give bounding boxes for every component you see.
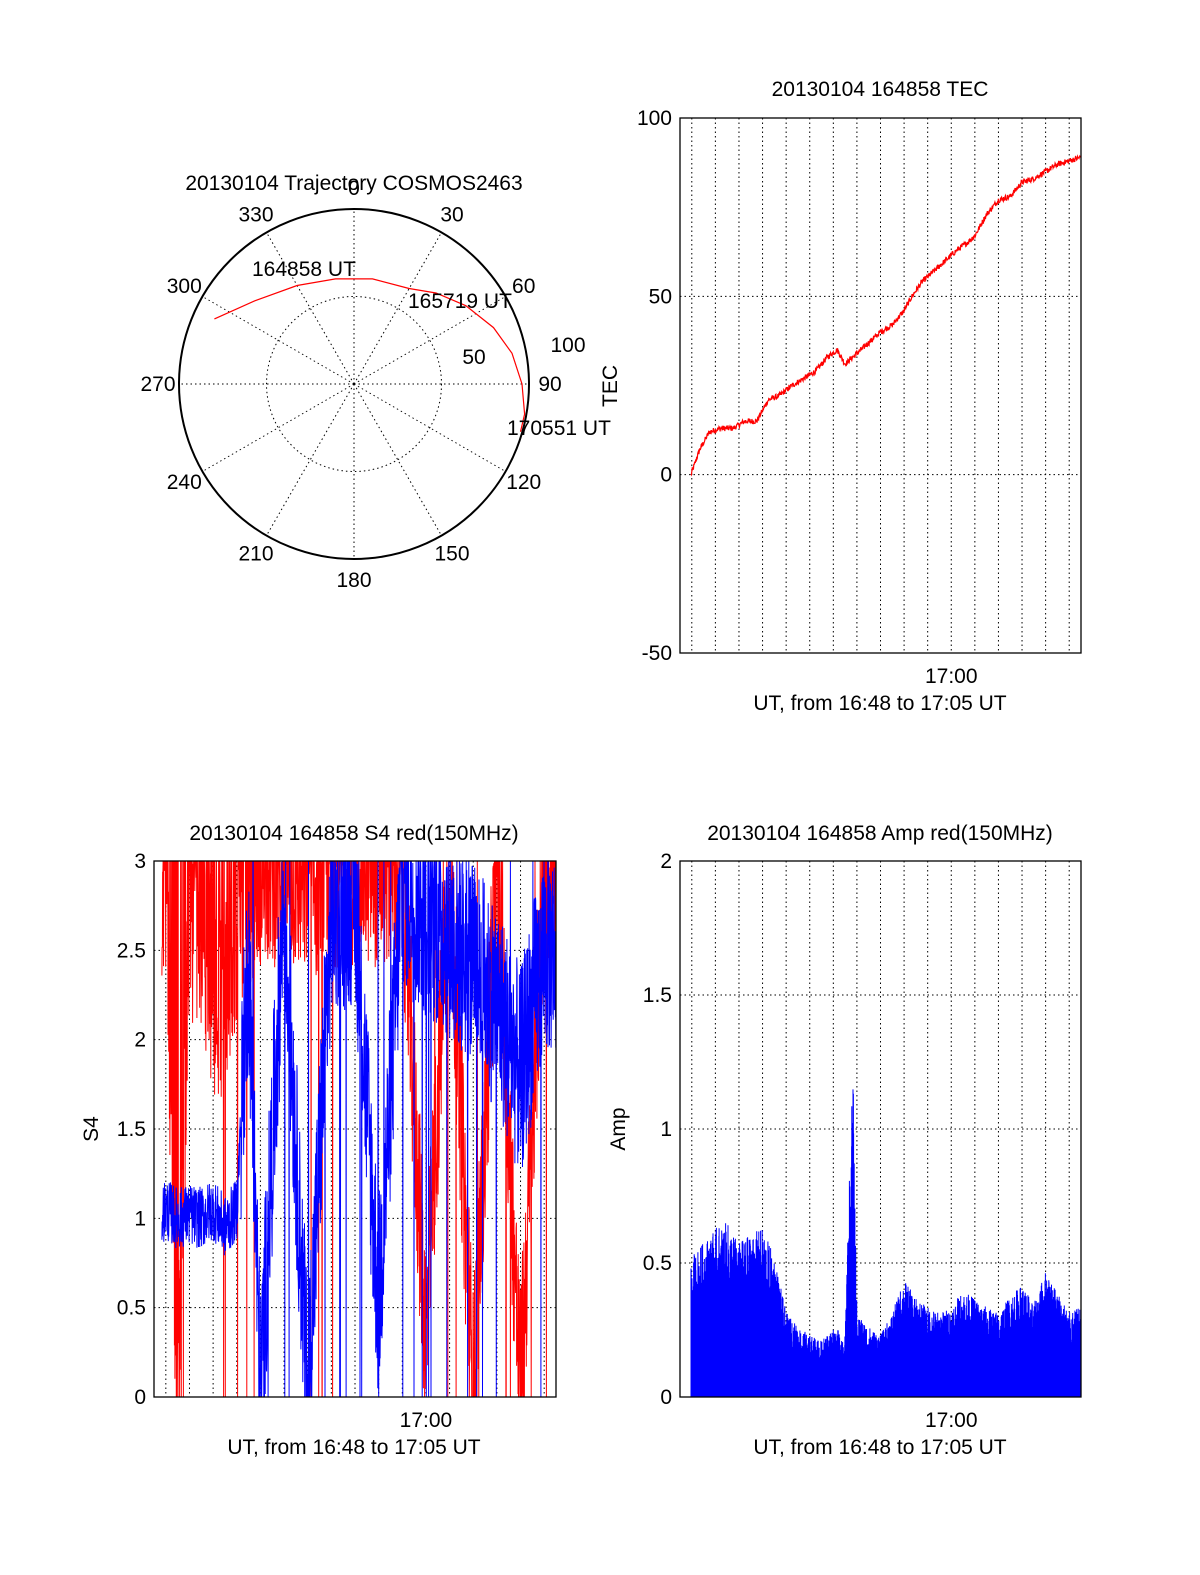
plot-data (690, 1089, 1082, 1397)
satellite-track (214, 278, 526, 432)
polar-spoke (266, 383, 355, 536)
plot-grid (680, 118, 1081, 653)
x-axis-label: UT, from 16:48 to 17:05 UT (753, 692, 1006, 715)
azimuth-label: 90 (538, 373, 561, 396)
track-annotation: 164858 UT (252, 258, 356, 281)
chart-title: 20130104 Trajectory COSMOS2463 (185, 172, 522, 195)
y-tick-label: 2 (134, 1029, 146, 1052)
tec-panel: 20130104 164858 TEC -50 0 50 100 17:00 UT, … (599, 78, 1082, 715)
azimuth-label: 270 (140, 373, 175, 396)
x-tick-labels: 17:00 (925, 1409, 978, 1432)
azimuth-label: 240 (167, 471, 202, 494)
y-tick-label: -50 (642, 642, 672, 665)
polar-grid (179, 209, 529, 559)
x-tick-label: 17:00 (925, 665, 978, 688)
y-tick-labels: 0 0.5 1 1.5 2 (643, 850, 672, 1409)
x-axis-label: UT, from 16:48 to 17:05 UT (227, 1436, 480, 1459)
polar-outer-ring (178, 208, 530, 560)
azimuth-label: 180 (336, 569, 371, 592)
plot-data (161, 861, 556, 1397)
amp-panel: 20130104 164858 Amp red(150MHz) 0 0.5 1 1.5… (607, 822, 1082, 1459)
chart-title: 20130104 164858 TEC (772, 78, 989, 101)
y-tick-label: 0.5 (643, 1252, 672, 1275)
polar-spoke (202, 383, 355, 472)
y-tick-label: 100 (637, 107, 672, 130)
y-tick-label: 1.5 (643, 984, 672, 1007)
tec-series-line (690, 154, 1082, 477)
y-tick-label: 50 (649, 285, 672, 308)
x-tick-labels: 17:00 (400, 1409, 453, 1432)
x-tick-label: 17:00 (925, 1409, 978, 1432)
plot-frame (679, 117, 1082, 654)
azimuth-label: 60 (512, 275, 535, 298)
s4-blue-series (161, 861, 556, 1397)
y-tick-labels: 0 0.5 1 1.5 2 2.5 3 (117, 850, 146, 1409)
series-group (161, 861, 556, 1397)
y-tick-label: 2.5 (117, 939, 146, 962)
radius-label: 100 (550, 334, 585, 357)
y-tick-labels: -50 0 50 100 (637, 107, 672, 665)
azimuth-label: 0 (348, 177, 360, 200)
x-tick-label: 17:00 (400, 1409, 453, 1432)
plot-frame (679, 860, 1082, 1398)
azimuth-label: 150 (434, 543, 469, 566)
chart-title: 20130104 164858 S4 red(150MHz) (189, 822, 518, 845)
y-tick-label: 0 (660, 1386, 672, 1409)
s4-red-series (161, 861, 556, 1397)
azimuth-label: 300 (167, 275, 202, 298)
y-axis-label: S4 (80, 1116, 103, 1142)
chart-title: 20130104 164858 Amp red(150MHz) (707, 822, 1053, 845)
y-tick-label: 3 (134, 850, 146, 873)
amp-series-bars (690, 1089, 1082, 1397)
y-tick-label: 1 (134, 1207, 146, 1230)
azimuth-label: 120 (506, 471, 541, 494)
y-tick-label: 0 (134, 1386, 146, 1409)
track-annotation: 165719 UT (408, 290, 512, 313)
plot-frame (153, 860, 557, 1398)
y-axis-label: Amp (607, 1107, 630, 1150)
x-tick-labels: 17:00 (925, 665, 978, 688)
track-annotations: 164858 UT 165719 UT 170551 UT (252, 258, 611, 440)
azimuth-label: 30 (440, 203, 463, 226)
radius-labels: 50 100 (462, 334, 585, 369)
x-axis-label: UT, from 16:48 to 17:05 UT (753, 1436, 1006, 1459)
s4-panel: 20130104 164858 S4 red(150MHz) 0 0.5 1 1.5 2… (80, 822, 557, 1459)
plot-data (690, 154, 1082, 477)
y-tick-label: 0 (660, 464, 672, 487)
polar-grid-ring (266, 296, 442, 472)
azimuth-label: 330 (238, 203, 273, 226)
radius-label: 50 (462, 346, 485, 369)
azimuth-label: 210 (238, 543, 273, 566)
y-tick-label: 1.5 (117, 1118, 146, 1141)
y-axis-label: TEC (599, 365, 622, 407)
azimuth-labels: 0 30 60 90 120 150 180 210 240 270 300 330 (140, 177, 561, 592)
y-tick-label: 2 (660, 850, 672, 873)
y-tick-label: 1 (660, 1118, 672, 1141)
trajectory-polar-panel: 20130104 Trajectory COSMOS2463 0 30 60 90 12… (140, 172, 611, 592)
track-annotation: 170551 UT (507, 417, 611, 440)
y-tick-label: 0.5 (117, 1297, 146, 1320)
